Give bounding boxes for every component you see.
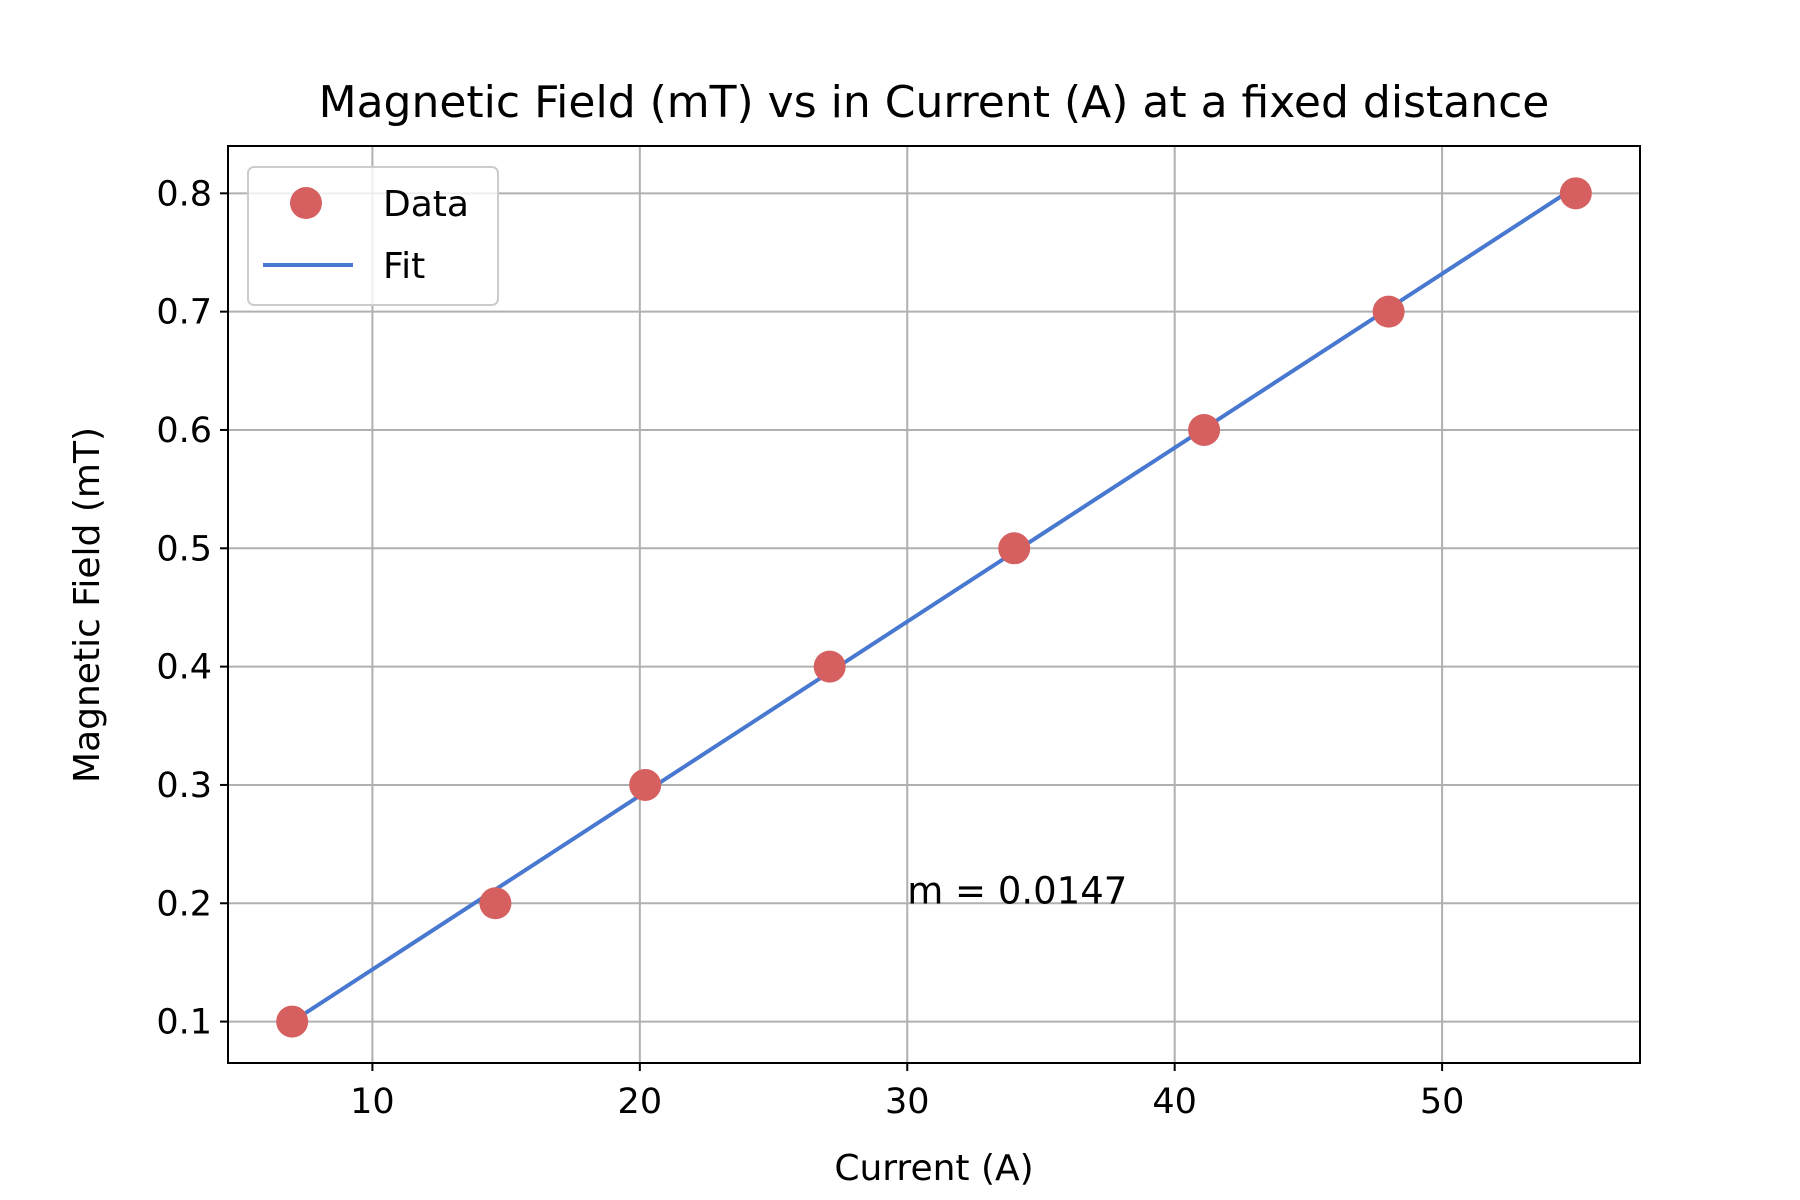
data-point bbox=[479, 887, 512, 920]
legend-label-data: Data bbox=[383, 184, 469, 225]
legend: Data Fit bbox=[247, 166, 499, 306]
legend-data-marker bbox=[290, 187, 322, 219]
fit-line bbox=[291, 185, 1577, 1024]
data-point bbox=[998, 532, 1031, 565]
axis-ticks: 10 20 30 40 50 0.1 0.2 0.3 0.4 0.5 0.6 0.7 0.8 bbox=[156, 174, 1464, 1122]
y-tick-label: 0.5 bbox=[156, 529, 212, 569]
annotations: m = 0.0147 bbox=[907, 869, 1127, 912]
data-point bbox=[813, 650, 846, 683]
y-tick-label: 0.2 bbox=[156, 884, 212, 924]
x-tick-label: 30 bbox=[885, 1082, 930, 1122]
data-point bbox=[1559, 177, 1592, 210]
x-tick-label: 50 bbox=[1420, 1082, 1465, 1122]
y-tick-label: 0.7 bbox=[156, 293, 212, 333]
y-tick-label: 0.3 bbox=[156, 766, 212, 806]
plot-frame bbox=[227, 145, 1641, 1064]
x-tick-label: 10 bbox=[350, 1082, 395, 1122]
legend-label-fit: Fit bbox=[383, 246, 425, 287]
y-tick-label: 0.6 bbox=[156, 411, 212, 451]
y-tick-label: 0.8 bbox=[156, 174, 212, 214]
grid-lines bbox=[228, 146, 1640, 1063]
x-tick-label: 20 bbox=[618, 1082, 663, 1122]
chart-title: Magnetic Field (mT) vs in Current (A) at… bbox=[319, 77, 1550, 128]
slope-annotation: m = 0.0147 bbox=[907, 869, 1127, 912]
data-point bbox=[276, 1005, 309, 1038]
x-axis-label: Current (A) bbox=[834, 1148, 1033, 1189]
data-point bbox=[1372, 295, 1405, 328]
plot-series bbox=[276, 177, 1592, 1038]
x-tick-label: 40 bbox=[1152, 1082, 1197, 1122]
data-point bbox=[1188, 413, 1221, 446]
y-tick-label: 0.4 bbox=[156, 648, 212, 688]
y-axis-label: Magnetic Field (mT) bbox=[67, 427, 108, 783]
y-tick-label: 0.1 bbox=[156, 1003, 212, 1043]
data-point bbox=[629, 768, 662, 801]
